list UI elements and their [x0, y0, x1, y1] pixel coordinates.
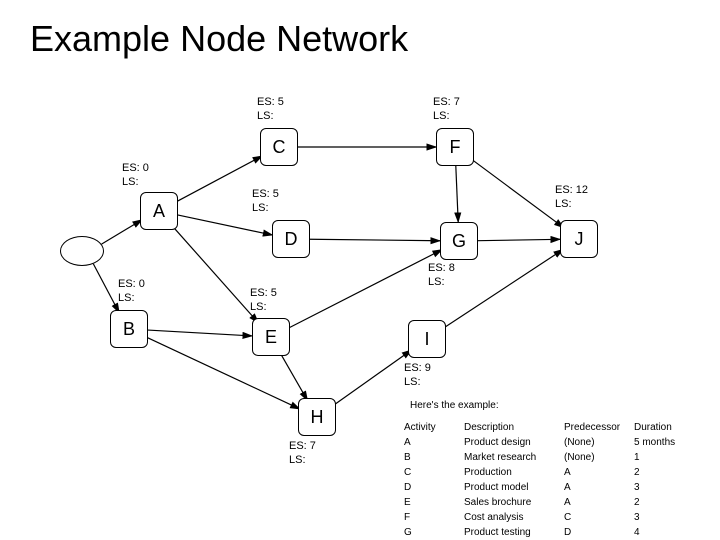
- edge-b-e: [148, 330, 252, 336]
- edge-h-i: [332, 350, 411, 406]
- node-a-timing: ES: 0LS:: [122, 162, 149, 190]
- edge-f-g: [456, 166, 458, 222]
- node-e: E: [252, 318, 290, 356]
- edge-a-c: [176, 156, 262, 202]
- edge-start-b: [93, 264, 119, 313]
- node-i: I: [408, 320, 446, 358]
- node-b: B: [110, 310, 148, 348]
- node-d-timing: ES: 5LS:: [252, 188, 279, 216]
- edge-e-h: [280, 353, 307, 400]
- node-h: H: [298, 398, 336, 436]
- node-d: D: [272, 220, 310, 258]
- node-f: F: [436, 128, 474, 166]
- node-i-timing: ES: 9LS:: [404, 362, 431, 390]
- node-e-timing: ES: 5LS:: [250, 287, 277, 315]
- edge-f-j: [470, 158, 563, 227]
- node-j-timing: ES: 12LS:: [555, 184, 588, 212]
- node-g: G: [440, 222, 478, 260]
- edge-start-a: [102, 220, 143, 244]
- node-g-timing: ES: 8LS:: [428, 262, 455, 290]
- node-b-timing: ES: 0LS:: [118, 278, 145, 306]
- edge-i-j: [443, 249, 563, 328]
- edge-d-g: [310, 239, 440, 241]
- edge-g-j: [478, 239, 560, 240]
- edges-layer: [0, 0, 720, 540]
- node-f-timing: ES: 7LS:: [433, 96, 460, 124]
- edge-a-e: [172, 225, 259, 323]
- node-a: A: [140, 192, 178, 230]
- edge-e-g: [288, 250, 442, 329]
- slide: Example Node Network AES: 0LS:BES: 0LS:C…: [0, 0, 720, 540]
- node-j: J: [560, 220, 598, 258]
- edge-a-d: [178, 215, 273, 235]
- start-node: [60, 236, 104, 266]
- node-c-timing: ES: 5LS:: [257, 96, 284, 124]
- node-h-timing: ES: 7LS:: [289, 440, 316, 468]
- node-c: C: [260, 128, 298, 166]
